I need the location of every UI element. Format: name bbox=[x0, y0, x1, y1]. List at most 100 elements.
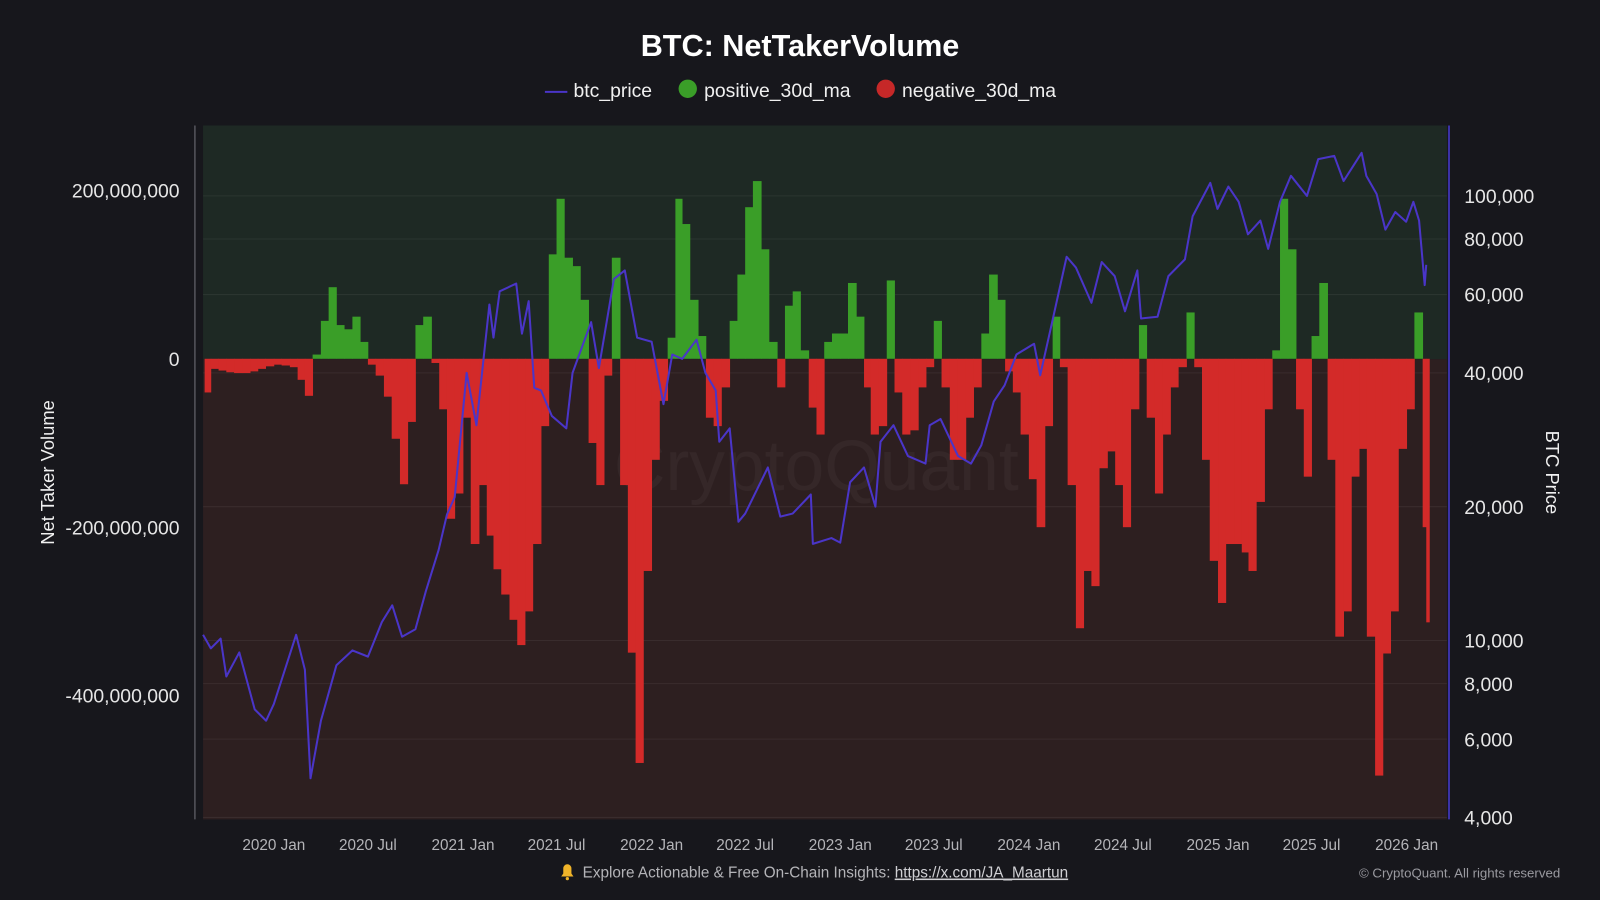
x-axis-tick-label: 2023 Jul bbox=[905, 837, 963, 854]
right-axis-tick-label: 80,000 bbox=[1464, 229, 1523, 251]
x-axis-tick-label: 2020 Jul bbox=[339, 837, 397, 854]
positive-volume-bar bbox=[689, 299, 699, 359]
positive-volume-bar bbox=[667, 337, 676, 359]
negative-volume-bar bbox=[1012, 358, 1022, 393]
negative-volume-bar bbox=[1201, 358, 1211, 460]
positive-volume-bar bbox=[352, 316, 361, 359]
positive-region-bg bbox=[203, 125, 1447, 360]
positive-volume-bar bbox=[572, 266, 581, 359]
negative-volume-bar bbox=[659, 358, 669, 401]
footer-link[interactable]: https://x.com/JA_Maartun bbox=[895, 865, 1068, 882]
negative-volume-bar bbox=[391, 358, 401, 439]
positive-volume-bar bbox=[856, 316, 865, 359]
left-axis-tick-label: -400,000,000 bbox=[65, 686, 179, 708]
right-axis-tick-label: 8,000 bbox=[1464, 674, 1513, 696]
legend-label: btc_price bbox=[573, 80, 652, 102]
negative-volume-bar bbox=[627, 358, 637, 653]
negative-volume-bar bbox=[1390, 358, 1399, 612]
negative-volume-bar bbox=[941, 358, 951, 388]
negative-volume-bar bbox=[1067, 358, 1077, 486]
positive-volume-bar bbox=[1414, 312, 1424, 359]
negative-volume-bar bbox=[541, 358, 550, 427]
positive-volume-bar bbox=[792, 291, 801, 359]
positive-volume-bar bbox=[320, 320, 330, 359]
left-axis-label: Net Taker Volume bbox=[37, 400, 58, 545]
negative-volume-bar bbox=[454, 358, 464, 494]
negative-volume-bar bbox=[1241, 358, 1249, 553]
negative-volume-bar bbox=[910, 358, 919, 431]
legend-circle-marker bbox=[876, 79, 895, 98]
negative-volume-bar bbox=[1351, 358, 1360, 477]
negative-volume-bar bbox=[1375, 358, 1384, 776]
x-axis-tick-label: 2022 Jan bbox=[620, 837, 683, 854]
negative-volume-bar bbox=[1044, 358, 1054, 427]
negative-volume-bar bbox=[1154, 358, 1164, 494]
negative-volume-bar bbox=[250, 358, 259, 372]
negative-volume-bar bbox=[1382, 358, 1392, 654]
negative-volume-bar bbox=[1343, 358, 1352, 612]
negative-volume-bar bbox=[367, 358, 377, 365]
left-axis-ticks: 200,000,000 0 -200,000,000 -400,000,000 bbox=[65, 180, 179, 707]
negative-volume-bar bbox=[517, 358, 526, 646]
negative-volume-bar bbox=[1178, 358, 1187, 368]
legend-circle-marker bbox=[678, 79, 697, 98]
positive-volume-bar bbox=[1186, 312, 1195, 359]
negative-volume-bar bbox=[596, 358, 605, 486]
negative-volume-bar bbox=[1327, 358, 1336, 460]
negative-volume-bar bbox=[1256, 358, 1265, 502]
negative-volume-bar bbox=[902, 358, 911, 435]
legend-item-btc-price[interactable]: btc_price bbox=[544, 80, 652, 102]
negative-volume-bar bbox=[1075, 358, 1085, 629]
right-axis-tick-label: 20,000 bbox=[1464, 497, 1523, 519]
btc-price-line bbox=[202, 151, 1428, 780]
negative-volume-bar bbox=[926, 358, 935, 368]
positive-volume-bar bbox=[611, 257, 621, 359]
legend-label: positive_30d_ma bbox=[704, 80, 851, 102]
right-axis-tick-label: 4,000 bbox=[1464, 808, 1513, 830]
negative-volume-bar bbox=[431, 358, 440, 363]
negative-volume-bar bbox=[439, 358, 448, 410]
negative-volume-bar bbox=[1162, 358, 1171, 435]
negative-volume-bar bbox=[949, 358, 958, 460]
right-axis-tick-label: 40,000 bbox=[1464, 363, 1523, 385]
negative-volume-bar bbox=[509, 358, 518, 620]
negative-volume-bar bbox=[635, 358, 644, 763]
negative-volume-bar bbox=[218, 358, 227, 371]
negative-volume-bar bbox=[1234, 358, 1243, 545]
negative-volume-bar bbox=[705, 358, 715, 418]
negative-volume-bar bbox=[226, 358, 235, 373]
negative-volume-bar bbox=[651, 358, 660, 460]
positive-volume-bar bbox=[415, 325, 424, 359]
negative-volume-bar bbox=[1170, 358, 1179, 388]
positive-volume-bar bbox=[752, 181, 762, 359]
negative-volume-bar bbox=[242, 358, 251, 374]
positive-volume-bar bbox=[997, 299, 1006, 359]
right-axis-tick-label: 100,000 bbox=[1464, 186, 1534, 208]
positive-volume-bar bbox=[847, 282, 857, 359]
negative-volume-bar bbox=[273, 358, 283, 365]
footer-text: Explore Actionable & Free On-Chain Insig… bbox=[583, 865, 1069, 882]
positive-volume-bar bbox=[1138, 325, 1148, 359]
copyright: © CryptoQuant. All rights reserved bbox=[1359, 866, 1560, 881]
negative-volume-bar bbox=[1005, 358, 1014, 372]
positive-volume-bar bbox=[886, 280, 895, 359]
negative-volume-bar bbox=[1083, 358, 1092, 571]
left-axis-tick-label: 200,000,000 bbox=[72, 180, 180, 202]
legend-item-positive[interactable]: positive_30d_ma bbox=[678, 79, 851, 102]
positive-volume-bar bbox=[336, 325, 345, 359]
negative-volume-bar bbox=[446, 358, 456, 519]
positive-volume-bar bbox=[344, 329, 353, 359]
legend-item-negative[interactable]: negative_30d_ma bbox=[876, 79, 1057, 102]
negative-volume-bar bbox=[918, 358, 927, 388]
bell-icon bbox=[561, 864, 574, 881]
negative-volume-bar bbox=[1398, 358, 1408, 449]
negative-volume-bar bbox=[643, 358, 653, 571]
positive-volume-bar bbox=[981, 333, 990, 359]
negative-volume-bar bbox=[588, 358, 597, 443]
footer-promo: Explore Actionable & Free On-Chain Insig… bbox=[583, 865, 891, 882]
gridlines bbox=[203, 195, 1447, 818]
negative-volume-bar bbox=[878, 358, 888, 427]
negative-volume-bar bbox=[1406, 358, 1415, 410]
positive-volume-bar bbox=[745, 207, 754, 359]
positive-volume-bar bbox=[564, 257, 573, 359]
